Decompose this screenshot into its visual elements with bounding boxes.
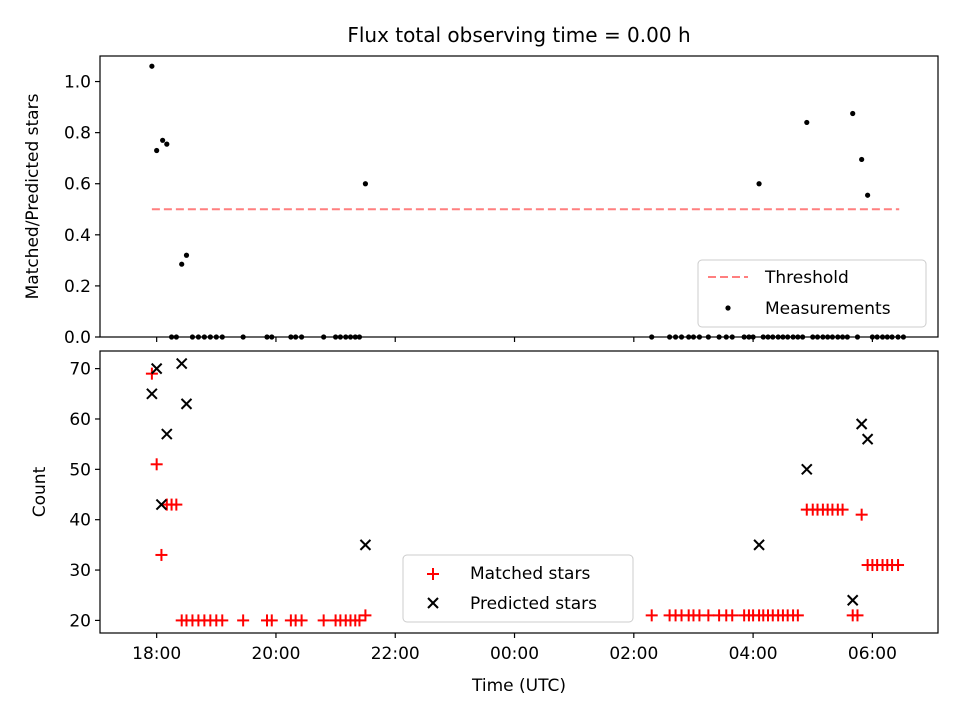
time-x-tick-label: 04:00 (729, 644, 778, 664)
predicted-star-point (161, 428, 173, 440)
matched-star-point (791, 609, 804, 622)
predicted-star-point (150, 362, 163, 375)
measurement-point (183, 252, 190, 258)
legend-predicted-label: Predicted stars (470, 594, 597, 614)
time-x-tick-label: 18:00 (132, 644, 181, 664)
predicted-star-point (855, 418, 868, 430)
measurement-point (850, 110, 856, 117)
measurement-point (160, 137, 166, 143)
matched-star-point (855, 508, 868, 521)
matched-star-point (317, 614, 330, 627)
ratio-y-tick-label: 0.6 (64, 175, 91, 195)
predicted-star-point (847, 594, 859, 606)
legend-measurements-marker (725, 305, 731, 311)
ratio-y-tick-label: 0.2 (64, 277, 91, 297)
count-y-tick-label: 60 (69, 410, 91, 430)
ratio-y-tick-label: 0.8 (64, 124, 91, 144)
count-y-tick-label: 30 (69, 561, 91, 581)
matched-star-point (170, 498, 183, 511)
measurement-point (154, 147, 160, 154)
matched-star-point (216, 614, 229, 627)
time-x-axis-label: Time (UTC) (471, 676, 566, 696)
count-panel-frame (99, 350, 939, 634)
legend-matched-label: Matched stars (470, 564, 590, 584)
time-x-tick-label: 06:00 (848, 644, 897, 664)
matched-star-point (892, 559, 905, 572)
ratio-y-axis-label: Matched/Predicted stars (23, 93, 43, 299)
measurement-point (362, 181, 369, 187)
measurement-point (865, 192, 871, 198)
measurement-point (149, 63, 155, 69)
predicted-star-point (359, 539, 372, 551)
ratio-y-tick-label: 1.0 (64, 73, 91, 93)
time-x-tick-label: 02:00 (609, 644, 658, 664)
predicted-star-point (180, 398, 193, 410)
legend-predicted-marker (427, 597, 439, 609)
matched-star-point (726, 609, 739, 622)
measurement-point (164, 141, 170, 147)
matched-star-point (150, 458, 163, 471)
measurement-point (804, 119, 810, 126)
ratio-panel-frame (99, 55, 939, 338)
count-legend: Matched stars Predicted stars (402, 554, 634, 623)
matched-star-point (836, 503, 849, 516)
count-y-tick-label: 50 (69, 460, 91, 480)
measurement-point (859, 156, 865, 163)
measurement-point (756, 181, 762, 187)
chart-title: Flux total observing time = 0.00 h (347, 23, 690, 47)
count-y-tick-label: 70 (69, 360, 91, 380)
time-x-tick-label: 20:00 (251, 644, 300, 664)
legend-threshold-label: Threshold (764, 268, 849, 288)
matched-star-point (645, 609, 658, 622)
predicted-star-point (753, 539, 765, 551)
time-x-tick-label: 00:00 (490, 644, 539, 664)
count-panel: 20 30 40 50 60 70 18:00 20:00 22:00 00:00 02:00 04:… (30, 350, 939, 696)
predicted-star-point (861, 433, 874, 445)
count-panel-marks (145, 357, 905, 627)
legend-measurements-label: Measurements (765, 299, 891, 319)
matched-star-point (353, 614, 366, 627)
predicted-star-point (155, 498, 168, 511)
predicted-star-point (176, 357, 188, 370)
ratio-y-tick-label: 0.4 (64, 226, 91, 246)
count-panel-ticks: 20 30 40 50 60 70 18:00 20:00 22:00 00:00 02:00 04:… (69, 360, 897, 664)
matched-star-point (265, 614, 278, 627)
predicted-star-point (801, 463, 813, 476)
matched-star-point (237, 614, 250, 627)
ratio-y-tick-label: 0.0 (64, 328, 91, 348)
ratio-legend-box (697, 259, 927, 328)
matched-star-point (155, 548, 168, 561)
matched-star-point (295, 614, 308, 627)
matched-star-point (359, 609, 372, 622)
time-x-tick-label: 22:00 (371, 644, 420, 664)
ratio-panel: 0.0 0.2 0.4 0.6 0.8 1.0 Matched/Predicted sta… (23, 55, 939, 348)
matched-star-point (702, 609, 715, 622)
count-y-tick-label: 40 (69, 511, 91, 531)
count-y-tick-label: 20 (69, 611, 91, 631)
matched-star-point (851, 609, 864, 622)
ratio-legend: Threshold Measurements (697, 259, 927, 328)
ratio-panel-ticks: 0.0 0.2 0.4 0.6 0.8 1.0 (64, 73, 873, 348)
count-y-axis-label: Count (30, 466, 50, 517)
predicted-star-point (146, 388, 158, 400)
measurement-point (179, 261, 185, 267)
legend-matched-marker (427, 568, 439, 580)
count-legend-box (402, 554, 634, 623)
